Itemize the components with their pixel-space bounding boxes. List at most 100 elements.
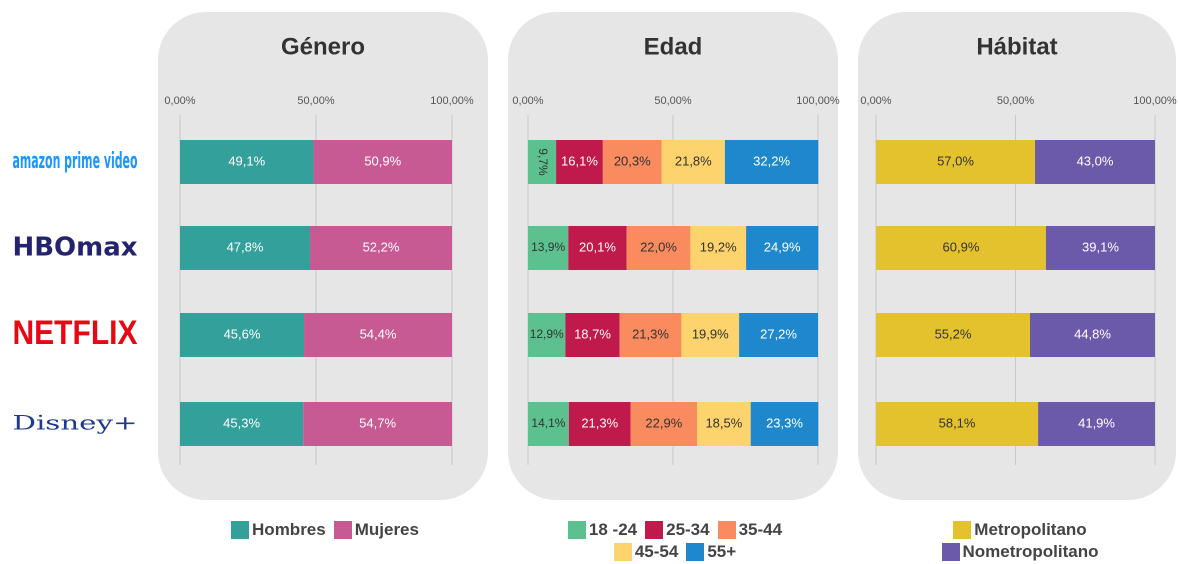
data-label: 52,2% (363, 239, 400, 254)
bar-segment (180, 140, 314, 184)
legend-label: Nometropolitano (962, 542, 1099, 561)
data-label: 21,3% (632, 326, 669, 341)
data-label: 55,2% (935, 326, 972, 341)
data-label: 19,9% (692, 326, 729, 341)
legend-swatch (941, 543, 960, 561)
data-label: 22,9% (645, 415, 682, 430)
legend-item: 45-54 (613, 542, 679, 562)
legend-label: 45-54 (634, 542, 679, 561)
bar-segment (602, 140, 662, 184)
data-label: 54,7% (359, 415, 396, 430)
x-tick-label: 0,00% (860, 95, 891, 107)
data-label: 24,9% (764, 239, 801, 254)
bar-segment (180, 226, 311, 270)
data-label: 58,1% (939, 415, 976, 430)
bar-segment (724, 140, 819, 184)
bar-segment (1030, 313, 1155, 357)
bar-segment (556, 140, 603, 184)
data-label: 21,3% (581, 415, 618, 430)
bar-segment (1035, 140, 1155, 184)
legend-swatch (717, 521, 736, 539)
x-tick-label: 50,00% (654, 95, 692, 107)
x-tick-label: 50,00% (997, 95, 1035, 107)
legend-item: 55+ (686, 542, 736, 562)
legend-swatch (613, 543, 632, 561)
data-label: 9,7% (536, 148, 550, 176)
legend-item: Hombres (231, 520, 326, 540)
legend-swatch (686, 543, 705, 561)
bar-segment (697, 402, 751, 446)
bar-segment (876, 402, 1039, 446)
bar-segment (739, 313, 818, 357)
bar-segment (528, 140, 557, 184)
bar-segment (528, 402, 569, 446)
legend-label: Hombres (252, 520, 326, 539)
data-label: 20,3% (614, 153, 651, 168)
legend-swatch (231, 521, 250, 539)
data-label: 32,2% (753, 153, 790, 168)
legend: Hombres Mujeres (165, 520, 485, 540)
bar-segment (876, 226, 1046, 270)
legend: Metropolitano Nometropolitano (920, 520, 1120, 562)
bar-segment (180, 402, 304, 446)
data-label: 45,3% (223, 415, 260, 430)
legend-item: 25-34 (645, 520, 710, 540)
chart-title: Género (281, 33, 365, 60)
category-logo: NETFLIX (13, 314, 138, 352)
bar-segment (304, 313, 452, 357)
data-label: 16,1% (561, 153, 598, 168)
data-label: 54,4% (360, 326, 397, 341)
legend-swatch (567, 521, 586, 539)
bar-segment (568, 402, 631, 446)
data-label: 57,0% (937, 153, 974, 168)
legend-swatch (645, 521, 664, 539)
bar-segment (313, 140, 452, 184)
bar-segment (568, 226, 627, 270)
legend-item: 18 -24 (567, 520, 638, 540)
chart-title: Hábitat (976, 33, 1057, 60)
data-label: 39,1% (1082, 239, 1119, 254)
x-tick-label: 0,00% (164, 95, 195, 107)
x-tick-label: 100,00% (796, 95, 840, 107)
legend-item: 35-44 (717, 520, 782, 540)
legend-label: 18 -24 (588, 520, 638, 539)
legend-label: Mujeres (354, 520, 419, 539)
bar-segment (565, 313, 620, 357)
legend-swatch (333, 521, 352, 539)
legend-item: Mujeres (333, 520, 419, 540)
bar-segment (626, 226, 691, 270)
legend: 18 -24 25-34 35-44 45-54 55+ (540, 520, 810, 562)
data-label: 18,7% (574, 326, 611, 341)
bar-segment (661, 140, 725, 184)
data-label: 18,5% (705, 415, 742, 430)
x-tick-label: 0,00% (512, 95, 543, 107)
category-logo: HBOmax (13, 233, 138, 263)
data-label: 14,1% (531, 416, 565, 430)
data-label: 45,6% (224, 326, 261, 341)
legend-item: Metropolitano (953, 520, 1087, 540)
category-logo: amazon prime video (13, 149, 138, 174)
data-label: 41,9% (1078, 415, 1115, 430)
data-label: 23,3% (766, 415, 803, 430)
category-logo: Disney+ (13, 411, 138, 435)
bar-segment (690, 226, 747, 270)
data-label: 50,9% (364, 153, 401, 168)
data-label: 19,2% (700, 239, 737, 254)
bar-segment (876, 140, 1036, 184)
legend-label: 25-34 (666, 520, 710, 539)
data-label: 44,8% (1074, 326, 1111, 341)
legend-swatch (953, 521, 972, 539)
data-label: 27,2% (760, 326, 797, 341)
data-label: 12,9% (530, 327, 564, 341)
bar-segment (180, 313, 305, 357)
legend-label: 55+ (707, 542, 737, 561)
bar-segment (1038, 402, 1155, 446)
data-label: 22,0% (640, 239, 677, 254)
bar-segment (750, 402, 819, 446)
bar-segment (630, 402, 698, 446)
bar-segment (681, 313, 740, 357)
x-tick-label: 100,00% (1133, 95, 1177, 107)
data-label: 20,1% (579, 239, 616, 254)
